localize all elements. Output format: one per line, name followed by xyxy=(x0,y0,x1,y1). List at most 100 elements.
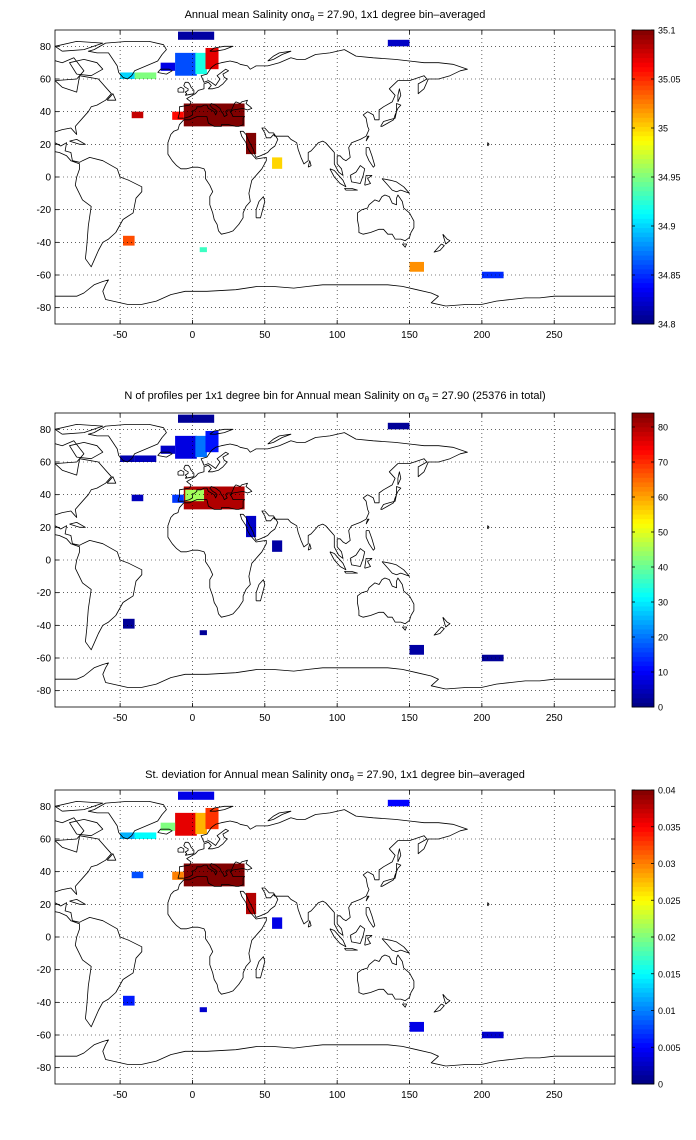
colorbar-segment xyxy=(632,181,654,187)
colorbar-segment xyxy=(632,909,654,915)
colorbar-tick-label: 30 xyxy=(658,598,668,608)
colorbar-segment xyxy=(632,319,654,325)
colorbar-segment xyxy=(632,808,654,814)
coastline-new-zealand-north xyxy=(442,616,451,628)
colorbar-tick-label: 20 xyxy=(658,633,668,643)
colorbar-segment xyxy=(632,177,654,183)
data-bin-region xyxy=(185,866,205,879)
colorbar-segment xyxy=(632,693,654,699)
coastline-iceland xyxy=(157,451,173,458)
colorbar-tick-label: 0 xyxy=(658,1080,663,1090)
colorbar-tick-label: 0.035 xyxy=(658,822,681,832)
colorbar-segment xyxy=(632,877,654,883)
colorbar-segment xyxy=(632,236,654,242)
data-bin-region xyxy=(120,455,135,462)
colorbar-segment xyxy=(632,75,654,82)
colorbar-segment xyxy=(632,94,654,100)
colorbar-segment xyxy=(632,840,654,846)
coastline-new-zealand-south xyxy=(433,626,445,636)
x-tick-label: 200 xyxy=(474,713,491,724)
colorbar-tick-label: 0.01 xyxy=(658,1006,676,1016)
colorbar-segment xyxy=(632,227,654,233)
colorbar-segment xyxy=(632,199,654,206)
colorbar-tick-label: 35.05 xyxy=(658,75,681,85)
colorbar-segment xyxy=(632,973,654,979)
colorbar-segment xyxy=(632,80,654,86)
coastline-afroeurasia xyxy=(167,49,468,235)
y-tick-label: 60 xyxy=(40,458,52,469)
chart-panel-3: St. deviation for Annual mean Salinity o… xyxy=(37,769,681,1101)
colorbar-segment xyxy=(632,209,654,215)
colorbar-segment xyxy=(632,582,654,589)
colorbar-segment xyxy=(632,1001,654,1007)
y-tick-label: -80 xyxy=(37,303,52,314)
colorbar-segment xyxy=(632,831,654,837)
data-bin-region xyxy=(205,47,219,70)
x-tick-label: 200 xyxy=(474,330,491,341)
colorbar-segment xyxy=(632,803,654,809)
coastline-madagascar xyxy=(255,196,266,219)
coastline-ireland xyxy=(177,846,185,853)
data-bin-region xyxy=(481,654,504,662)
colorbar-segment xyxy=(632,514,654,520)
colorbar-segment xyxy=(632,158,654,164)
coastline-borneo xyxy=(349,925,366,944)
colorbar-segment xyxy=(632,34,654,40)
x-tick-label: 150 xyxy=(401,713,418,724)
data-bin-region xyxy=(272,540,283,552)
colorbar-segment xyxy=(632,222,654,229)
x-tick-label: 0 xyxy=(190,330,196,341)
data-bin-region xyxy=(175,812,197,836)
colorbar-segment xyxy=(632,541,654,547)
coastline-sulawesi xyxy=(364,558,373,569)
chart-title: N of profiles per 1x1 degree bin for Ann… xyxy=(124,390,545,404)
colorbar-tick-label: 35.1 xyxy=(658,26,676,36)
y-tick-label: -40 xyxy=(37,621,52,632)
coastline-new-guinea xyxy=(381,561,410,577)
data-bin-region xyxy=(199,1007,207,1013)
colorbar-segment xyxy=(632,697,654,703)
colorbar-segment xyxy=(632,900,654,906)
colorbar-segment xyxy=(632,1028,654,1034)
data-bin-region xyxy=(205,430,219,453)
y-tick-label: 80 xyxy=(40,802,52,813)
coastline-cuba xyxy=(69,139,86,145)
data-bin-region xyxy=(185,106,205,119)
coastline-madagascar xyxy=(255,956,266,979)
coastline-sulawesi xyxy=(364,175,373,186)
y-tick-label: -80 xyxy=(37,686,52,697)
colorbar-segment xyxy=(632,615,654,621)
colorbar-segment xyxy=(632,518,654,524)
colorbar-segment xyxy=(632,564,654,570)
coastline-sumatra xyxy=(329,928,347,948)
colorbar-segment xyxy=(632,955,654,961)
coastline-java xyxy=(344,188,358,191)
colorbar-segment xyxy=(632,849,654,855)
chart-title: St. deviation for Annual mean Salinity o… xyxy=(145,769,525,783)
coastline-borneo xyxy=(349,165,366,184)
colorbar-segment xyxy=(632,126,654,132)
colorbar-segment xyxy=(632,57,654,63)
colorbar-segment xyxy=(632,1074,654,1080)
colorbar-segment xyxy=(632,555,654,561)
coastline-new-guinea xyxy=(381,178,410,194)
colorbar-segment xyxy=(632,527,654,533)
colorbar-segment xyxy=(632,1033,654,1039)
coastline-britain xyxy=(183,81,195,96)
colorbar-segment xyxy=(632,282,654,288)
colorbar-segment xyxy=(632,1024,654,1030)
colorbar-segment xyxy=(632,273,654,279)
data-bin-region xyxy=(134,455,157,462)
data-bin-region xyxy=(272,917,283,929)
colorbar-segment xyxy=(632,799,654,805)
x-tick-label: 100 xyxy=(329,713,346,724)
colorbar-segment xyxy=(632,587,654,593)
colorbar-segment xyxy=(632,264,654,270)
y-tick-label: 20 xyxy=(40,900,52,911)
data-bin-region xyxy=(123,235,135,246)
x-tick-label: 200 xyxy=(474,1090,491,1101)
colorbar-segment xyxy=(632,259,654,265)
data-bin-region xyxy=(205,807,219,830)
